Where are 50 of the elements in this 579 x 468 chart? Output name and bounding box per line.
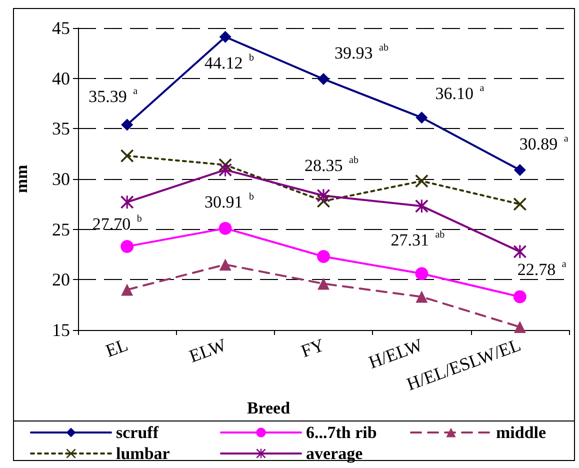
point: [415, 174, 428, 188]
data-label: 30.91 b: [204, 191, 254, 212]
legend-label: lumbar: [116, 444, 170, 463]
point: [416, 290, 428, 303]
point: [514, 320, 526, 333]
legend-label: average: [306, 444, 364, 463]
data-label: 28.35 ab: [304, 155, 358, 176]
y-tick-label: 40: [52, 68, 70, 88]
point: [317, 189, 330, 202]
point: [218, 222, 232, 235]
data-label: 44.12 b: [204, 52, 254, 72]
point: [513, 245, 526, 258]
x-tick-label: ELW: [186, 334, 229, 366]
data-label: 27.31 ab: [390, 230, 445, 250]
point: [513, 198, 526, 211]
y-axis-title: mm: [12, 164, 31, 194]
data-label: 35.39 a: [88, 86, 138, 106]
y-tick-label: 35: [52, 118, 70, 139]
data-label: 39.93 ab: [334, 42, 388, 63]
point: [318, 278, 330, 290]
x-axis-title: Breed: [246, 398, 291, 418]
data-label: 22.78 a: [517, 259, 567, 280]
data-label: 30.89 a: [519, 134, 569, 154]
point: [120, 149, 134, 162]
point: [219, 258, 232, 271]
point: [121, 284, 134, 296]
point: [120, 196, 134, 209]
point: [317, 250, 330, 264]
data-label: 36.10 a: [435, 83, 485, 104]
data-label: 27.70 b: [92, 214, 142, 234]
legend-label: middle: [496, 423, 547, 442]
y-tick-label: 20: [52, 270, 70, 290]
legend-label: scruff: [116, 423, 159, 442]
point: [318, 73, 330, 86]
point: [120, 240, 134, 253]
point: [219, 30, 232, 43]
point: [121, 118, 134, 131]
point: [415, 200, 428, 213]
legend-label: 6...7th rib: [306, 423, 377, 442]
x-tick-label: EL: [103, 334, 131, 361]
point: [514, 164, 526, 176]
y-tick-label: 45: [52, 18, 70, 38]
point: [218, 163, 232, 176]
point: [415, 267, 428, 280]
point: [513, 290, 526, 304]
y-tick-label: 25: [52, 219, 70, 240]
y-tick-label: 30: [52, 169, 70, 189]
point: [416, 112, 428, 124]
y-tick-label: 15: [52, 320, 70, 340]
x-tick-label: FY: [298, 334, 327, 362]
